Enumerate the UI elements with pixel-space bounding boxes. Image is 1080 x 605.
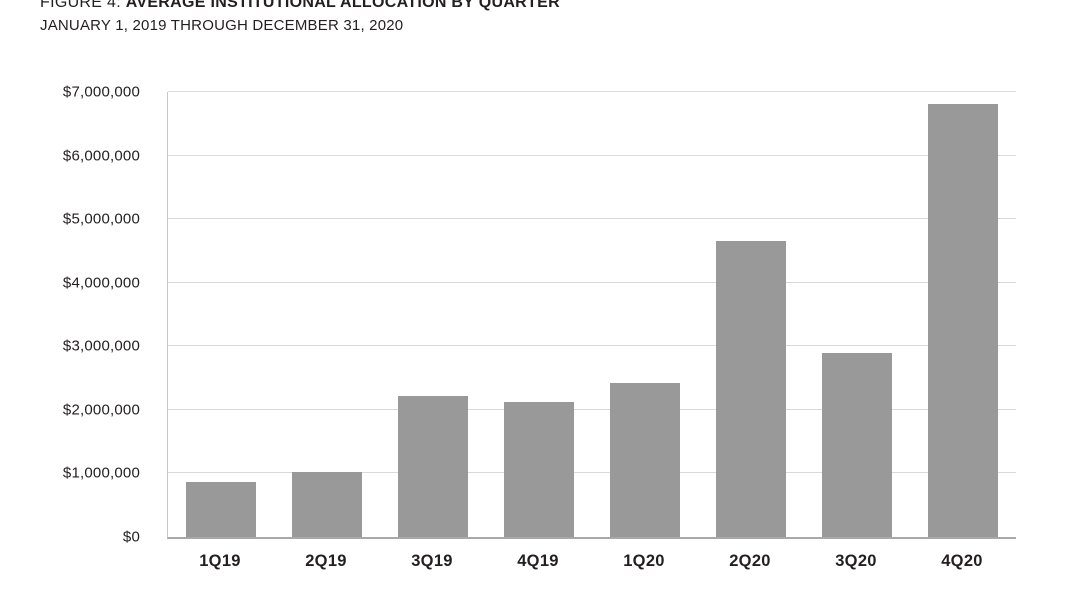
x-axis: 1Q19 2Q19 3Q19 4Q19 1Q20 2Q20 3Q20 4Q20 xyxy=(167,552,1015,571)
y-axis-tick-label: $6,000,000 xyxy=(62,147,140,165)
y-axis-tick-label: $5,000,000 xyxy=(62,210,140,228)
bar-1q20 xyxy=(610,383,680,537)
x-axis-tick-label: 3Q20 xyxy=(835,552,877,570)
bar-series xyxy=(168,92,1016,537)
gridline xyxy=(168,154,1016,156)
y-axis-tick-label: $4,000,000 xyxy=(62,274,140,292)
y-axis-tick-label: $7,000,000 xyxy=(62,83,140,101)
bar-slot-3q20 xyxy=(804,92,910,537)
bar-slot-3q19 xyxy=(380,92,486,537)
gridline xyxy=(168,281,1016,283)
gridline xyxy=(168,408,1016,410)
bar-4q20 xyxy=(928,104,998,537)
bar-2q20 xyxy=(716,241,786,537)
x-axis-tick-label: 2Q19 xyxy=(305,552,347,570)
bar-3q20 xyxy=(822,353,892,537)
x-axis-tick-label: 4Q20 xyxy=(941,552,983,570)
bar-2q19 xyxy=(292,471,362,537)
bar-slot-2q20 xyxy=(698,92,804,537)
bar-slot-4q20 xyxy=(910,92,1016,537)
figure-header: FIGURE 4: AVERAGE INSTITUTIONAL ALLOCATI… xyxy=(40,0,560,34)
bar-3q19 xyxy=(398,395,468,537)
bar-slot-1q20 xyxy=(592,92,698,537)
bar-slot-4q19 xyxy=(486,92,592,537)
x-axis-tick-label: 4Q19 xyxy=(517,552,559,570)
bar-1q19 xyxy=(186,482,256,537)
bar-slot-1q19 xyxy=(168,92,274,537)
y-axis-tick-label: $1,000,000 xyxy=(62,464,140,482)
gridline xyxy=(168,218,1016,220)
gridline xyxy=(168,472,1016,474)
figure-label: FIGURE 4: xyxy=(40,0,121,11)
y-axis: $0 $1,000,000 $2,000,000 $3,000,000 $4,000,0… xyxy=(0,84,140,546)
plot-area xyxy=(167,91,1016,539)
figure-title: AVERAGE INSTITUTIONAL ALLOCATION BY QUAR… xyxy=(125,0,560,11)
figure-subtitle: JANUARY 1, 2019 THROUGH DECEMBER 31, 202… xyxy=(40,17,404,34)
y-axis-tick-label: $3,000,000 xyxy=(62,337,140,355)
gridline xyxy=(168,91,1016,92)
x-axis-tick-label: 2Q20 xyxy=(729,552,771,570)
x-axis-tick-label: 1Q19 xyxy=(199,552,241,570)
bar-slot-2q19 xyxy=(274,92,380,537)
y-axis-tick-label: $0 xyxy=(122,528,140,546)
gridline xyxy=(168,345,1016,347)
x-axis-tick-label: 1Q20 xyxy=(623,552,665,570)
x-axis-tick-label: 3Q19 xyxy=(411,552,453,570)
figure-title-line: FIGURE 4: AVERAGE INSTITUTIONAL ALLOCATI… xyxy=(40,0,560,12)
bar-4q19 xyxy=(504,402,574,537)
y-axis-tick-label: $2,000,000 xyxy=(62,401,140,419)
